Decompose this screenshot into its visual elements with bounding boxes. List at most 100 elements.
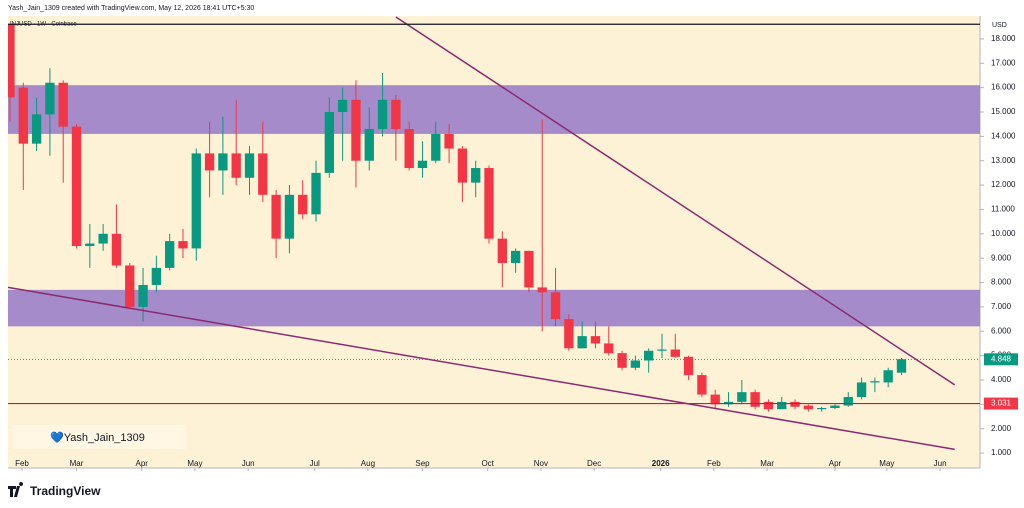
candle-body <box>790 401 800 407</box>
level-label: 3.031 <box>991 399 1012 408</box>
x-tick-label: Mar <box>760 459 774 468</box>
trendline <box>8 286 955 451</box>
candle-body <box>431 133 441 161</box>
candle-body <box>710 394 720 405</box>
x-tick-label: Dec <box>587 459 601 468</box>
candle-body <box>417 160 428 169</box>
candle-body <box>284 194 295 239</box>
candle-body <box>763 401 774 410</box>
candle-body <box>830 405 840 408</box>
candle-body <box>737 392 747 402</box>
y-tick-label: 12.000 <box>991 180 1016 189</box>
y-tick-label: 18.000 <box>991 34 1016 43</box>
candle-body <box>537 287 547 293</box>
x-tick-label: Sep <box>415 459 430 468</box>
y-tick-label: 16.000 <box>991 83 1016 92</box>
x-tick-label: 2026 <box>652 459 670 468</box>
candle-body <box>497 238 507 264</box>
candle-body <box>457 148 468 183</box>
candle-body <box>843 397 853 406</box>
x-tick-label: May <box>187 459 202 468</box>
candle-body <box>191 153 201 249</box>
candle-body <box>138 284 148 307</box>
candle-body <box>590 336 601 344</box>
zone <box>8 289 980 327</box>
candle-body <box>471 168 481 183</box>
x-tick-label: May <box>879 459 894 468</box>
y-tick-label: 7.000 <box>991 302 1012 311</box>
candle-body <box>111 233 122 266</box>
y-tick-label: 10.000 <box>991 229 1016 238</box>
candle-body <box>657 349 667 351</box>
x-tick-label: Feb <box>15 459 29 468</box>
candle-body <box>337 99 348 112</box>
candle-body <box>98 233 108 244</box>
x-tick-label: Apr <box>829 459 842 468</box>
x-tick-label: Feb <box>707 459 721 468</box>
plot <box>8 16 980 451</box>
y-axis-label: USD <box>992 22 1007 29</box>
x-tick-label: Mar <box>70 459 84 468</box>
y-tick-label: 1.000 <box>991 448 1012 457</box>
y-tick-label: 17.000 <box>991 58 1016 67</box>
candle-body <box>484 168 494 239</box>
last-price-tag <box>984 353 1018 366</box>
candle-body <box>803 405 814 410</box>
candle-body <box>18 87 28 144</box>
candle-body <box>125 265 135 307</box>
y-tick-label: 4.000 <box>991 375 1012 384</box>
y-tick-label: 9.000 <box>991 253 1012 262</box>
candle-body <box>777 401 787 410</box>
candle-body <box>604 343 614 354</box>
x-tick-label: Jun <box>242 459 255 468</box>
candle-body <box>510 250 521 264</box>
y-tick-label: 13.000 <box>991 156 1016 165</box>
candle-body <box>85 243 95 246</box>
candle-body <box>8 24 15 98</box>
candle-body <box>697 375 707 395</box>
x-tick-label: Oct <box>481 459 494 468</box>
candle-body <box>244 153 255 178</box>
candle-body <box>298 194 308 215</box>
footer-logo: TradingView <box>30 484 101 498</box>
candle-body <box>71 126 82 246</box>
plot-bg <box>8 16 980 468</box>
candle-body <box>577 336 587 349</box>
candle-body <box>564 319 574 349</box>
y-tick-label: 15.000 <box>991 107 1016 116</box>
candle-body <box>630 360 641 368</box>
candle-body <box>178 241 188 249</box>
candle-body <box>218 153 228 171</box>
candle-body <box>377 99 388 130</box>
trendline <box>395 16 956 386</box>
candle-body <box>524 250 534 288</box>
candle-body <box>750 392 760 407</box>
candle-body <box>364 129 374 161</box>
candle-body <box>444 133 454 149</box>
zone <box>8 85 980 134</box>
x-tick-label: Aug <box>361 459 375 468</box>
candle-body <box>311 172 321 215</box>
candle-body <box>870 381 880 383</box>
candle-body <box>683 356 694 376</box>
candle-body <box>151 267 162 285</box>
y-tick-label: 8.000 <box>991 278 1012 287</box>
candle-body <box>896 359 907 373</box>
candle-body <box>58 82 68 127</box>
watermark-bg <box>12 425 186 449</box>
candle-body <box>550 292 561 320</box>
candle-body <box>644 350 654 361</box>
candle-body <box>31 114 42 144</box>
y-tick-label: 14.000 <box>991 131 1016 140</box>
candle-body <box>271 194 281 239</box>
candle-body <box>817 407 827 410</box>
x-tick-label: Jul <box>310 459 320 468</box>
x-tick-label: Jun <box>934 459 947 468</box>
x-tick-label: Apr <box>135 459 148 468</box>
candle-body <box>165 241 175 268</box>
candle-body <box>883 370 893 383</box>
candle-body <box>670 349 680 357</box>
candle-body <box>404 129 414 169</box>
